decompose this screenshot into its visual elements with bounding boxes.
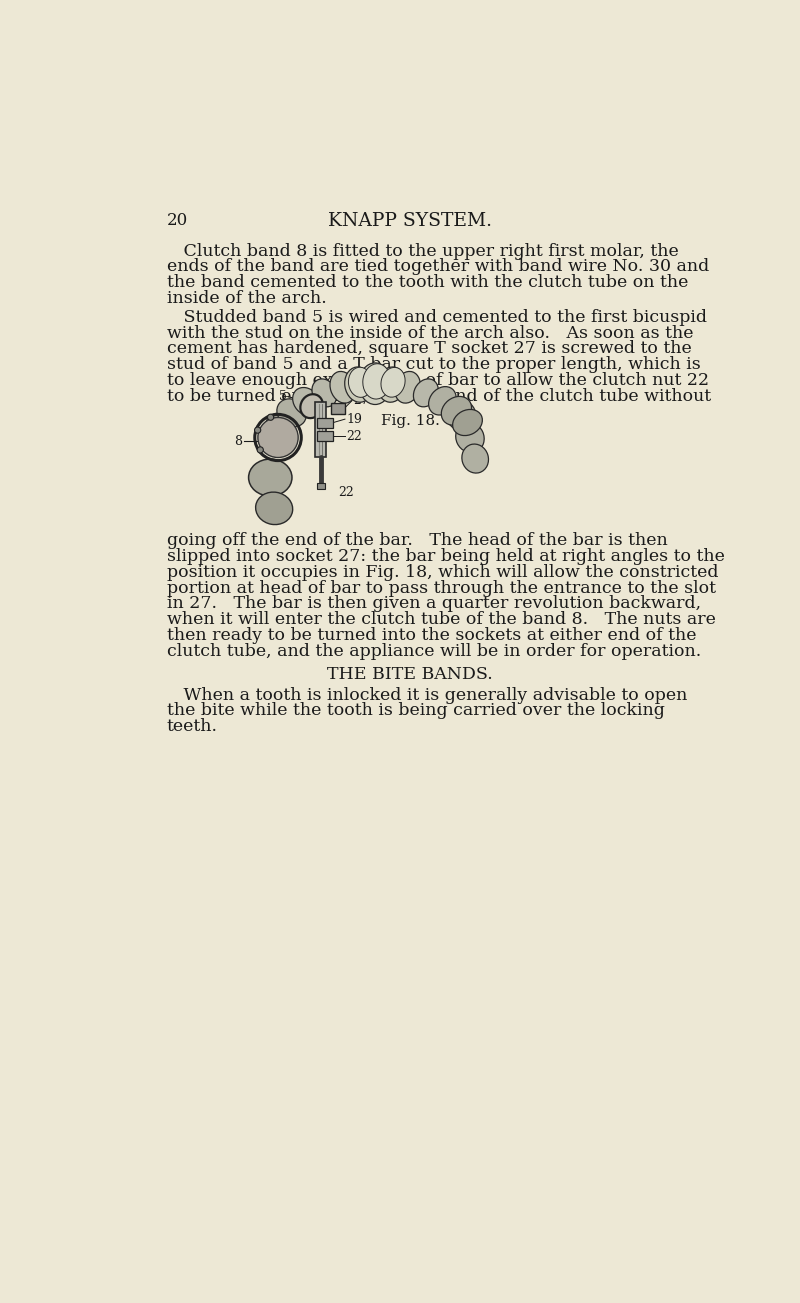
Text: 8: 8 <box>234 435 242 448</box>
Ellipse shape <box>456 422 484 452</box>
Ellipse shape <box>249 459 292 496</box>
FancyBboxPatch shape <box>315 403 326 457</box>
Text: clutch tube, and the appliance will be in order for operation.: clutch tube, and the appliance will be i… <box>167 642 702 659</box>
Ellipse shape <box>293 387 320 416</box>
Circle shape <box>267 414 274 421</box>
Text: with the stud on the inside of the arch also.   As soon as the: with the stud on the inside of the arch … <box>167 324 694 341</box>
Ellipse shape <box>359 364 391 404</box>
Text: KNAPP SYSTEM.: KNAPP SYSTEM. <box>328 212 492 229</box>
Text: Fig. 18.: Fig. 18. <box>381 414 439 429</box>
Text: ends of the band are tied together with band wire No. 30 and: ends of the band are tied together with … <box>167 258 710 275</box>
Text: then ready to be turned into the sockets at either end of the: then ready to be turned into the sockets… <box>167 627 697 644</box>
Text: portion at head of bar to pass through the entrance to the slot: portion at head of bar to pass through t… <box>167 580 716 597</box>
Text: teeth.: teeth. <box>167 718 218 735</box>
Text: 5: 5 <box>279 391 287 404</box>
Ellipse shape <box>462 444 489 473</box>
Text: the band cemented to the tooth with the clutch tube on the: the band cemented to the tooth with the … <box>167 274 688 291</box>
Text: to leave enough extra length of bar to allow the clutch nut 22: to leave enough extra length of bar to a… <box>167 371 709 390</box>
Text: THE BITE BANDS.: THE BITE BANDS. <box>327 666 493 683</box>
Ellipse shape <box>453 409 482 435</box>
Text: 19: 19 <box>346 413 362 426</box>
Text: slipped into socket 27: the bar being held at right angles to the: slipped into socket 27: the bar being he… <box>167 549 725 566</box>
Ellipse shape <box>381 367 405 397</box>
Ellipse shape <box>349 367 372 397</box>
Text: Clutch band 8 is fitted to the upper right first molar, the: Clutch band 8 is fitted to the upper rig… <box>167 242 678 259</box>
Ellipse shape <box>312 379 337 407</box>
Circle shape <box>257 447 263 453</box>
Ellipse shape <box>345 367 373 403</box>
Ellipse shape <box>330 371 356 403</box>
Text: When a tooth is inlocked it is generally advisable to open: When a tooth is inlocked it is generally… <box>167 687 687 704</box>
Ellipse shape <box>378 367 406 403</box>
Text: to be turned entirely out of the end of the clutch tube without: to be turned entirely out of the end of … <box>167 388 711 405</box>
Text: stud of band 5 and a T bar cut to the proper length, which is: stud of band 5 and a T bar cut to the pr… <box>167 356 701 373</box>
Text: cement has hardened, square T socket 27 is screwed to the: cement has hardened, square T socket 27 … <box>167 340 692 357</box>
Circle shape <box>258 417 298 457</box>
FancyBboxPatch shape <box>317 483 325 490</box>
Ellipse shape <box>363 364 390 399</box>
Circle shape <box>254 427 261 433</box>
FancyBboxPatch shape <box>317 418 333 427</box>
FancyBboxPatch shape <box>317 431 333 440</box>
Ellipse shape <box>429 387 456 416</box>
FancyBboxPatch shape <box>331 403 345 414</box>
Ellipse shape <box>414 379 438 407</box>
Text: 22: 22 <box>338 486 354 499</box>
Text: Studded band 5 is wired and cemented to the first bicuspid: Studded band 5 is wired and cemented to … <box>167 309 707 326</box>
Text: the bite while the tooth is being carried over the locking: the bite while the tooth is being carrie… <box>167 702 665 719</box>
Text: inside of the arch.: inside of the arch. <box>167 291 326 308</box>
Ellipse shape <box>266 413 294 439</box>
Text: when it will enter the clutch tube of the band 8.   The nuts are: when it will enter the clutch tube of th… <box>167 611 716 628</box>
Text: in 27.   The bar is then given a quarter revolution backward,: in 27. The bar is then given a quarter r… <box>167 595 701 612</box>
Text: 27: 27 <box>354 395 370 408</box>
Ellipse shape <box>277 399 306 427</box>
Ellipse shape <box>446 399 476 431</box>
Ellipse shape <box>442 396 471 425</box>
Text: 22: 22 <box>346 430 362 443</box>
Ellipse shape <box>394 371 420 403</box>
Ellipse shape <box>256 493 293 525</box>
Text: 20: 20 <box>167 212 188 229</box>
Ellipse shape <box>300 395 323 418</box>
Text: going off the end of the bar.   The head of the bar is then: going off the end of the bar. The head o… <box>167 532 668 549</box>
Text: position it occupies in Fig. 18, which will allow the constricted: position it occupies in Fig. 18, which w… <box>167 564 718 581</box>
